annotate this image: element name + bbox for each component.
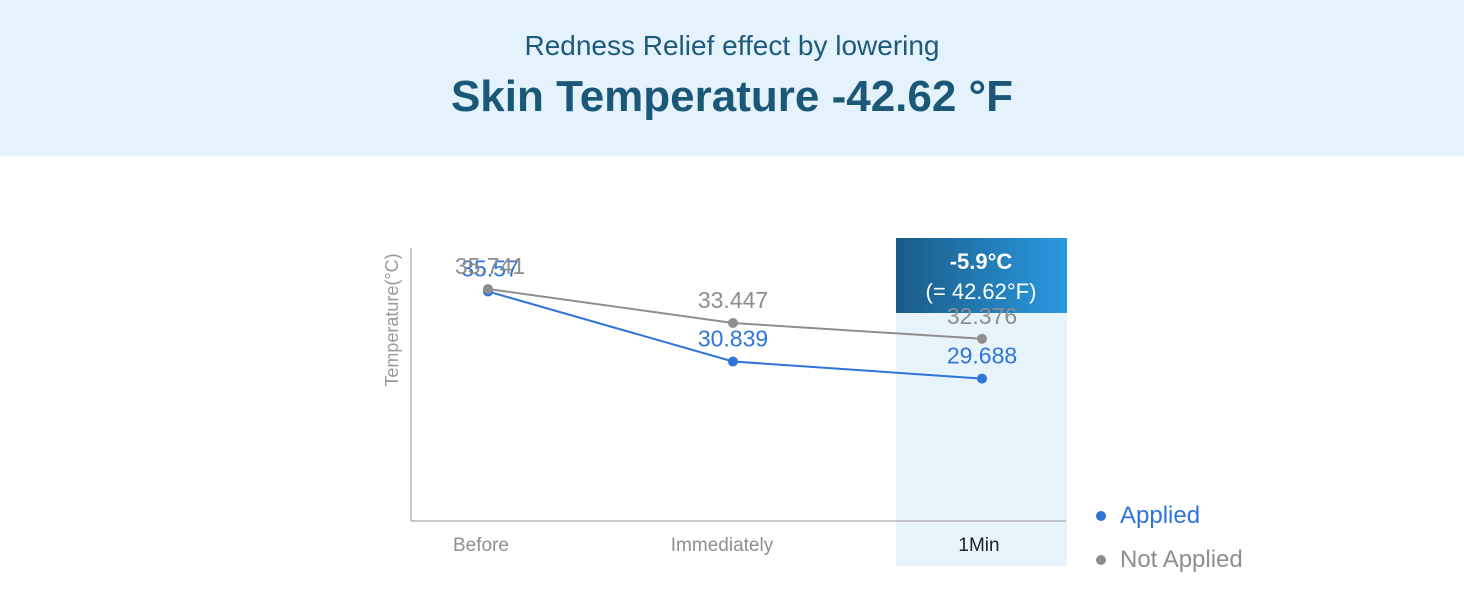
header-banner [0,0,1464,156]
legend-label-not-applied: Not Applied [1120,546,1243,573]
legend-label-applied: Applied [1120,502,1201,529]
callout-box [896,238,1067,313]
data-label-applied: 35.57 [461,256,519,282]
legend-item-applied: Applied [1092,494,1243,538]
chart-title: Skin Temperature -42.62 °F [450,72,1014,121]
data-point-not-applied [483,284,493,294]
data-point-not-applied [728,317,738,328]
data-point-applied [977,373,987,384]
data-point-applied [728,356,738,367]
y-axis-label: Temperature(°C) [382,253,402,386]
x-tick-label: Immediately [671,535,774,556]
data-label-applied: 29.688 [947,343,1017,369]
legend-item-not-applied: Not Applied [1092,538,1243,582]
data-label-applied: 30.839 [698,326,768,352]
x-tick-label: 1Min [958,535,999,556]
legend: Applied Not Applied [1092,494,1243,582]
chart-subtitle: Redness Relief effect by lowering [524,30,940,61]
data-label-not-applied: 33.447 [698,287,768,313]
legend-dot-applied [1096,511,1106,521]
data-label-not-applied: 35.741 [455,253,525,279]
x-tick-label: Before [453,535,509,556]
data-point-not-applied [977,333,987,344]
callout-value-celsius: -5.9°C [950,249,1013,274]
data-label-not-applied: 32.376 [947,303,1017,329]
legend-dot-not-applied [1096,555,1106,565]
callout-value-fahrenheit: (= 42.62°F) [926,279,1037,304]
